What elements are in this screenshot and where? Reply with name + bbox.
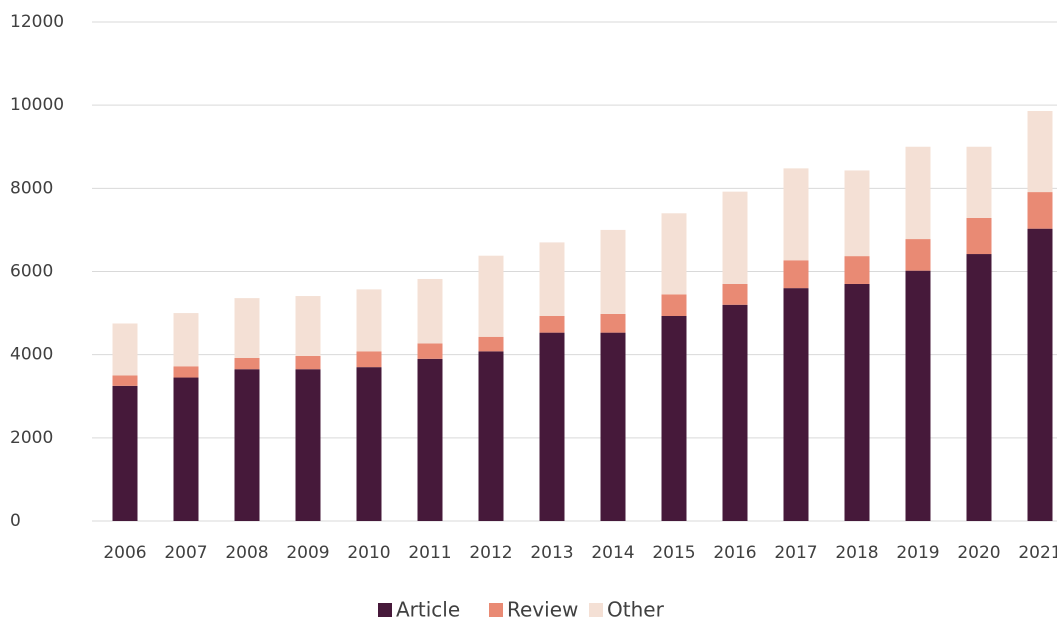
bar-segment [844,170,870,257]
bar-segment [600,229,626,314]
bar-segment [417,343,443,359]
legend-swatch [489,603,503,617]
bar-segment [722,283,748,305]
x-tick-label: 2009 [286,543,329,563]
y-tick-label: 0 [10,511,21,531]
bar-segment [173,313,199,367]
bar-segment [905,270,931,521]
bar-segment [356,351,382,368]
x-tick-label: 2014 [591,543,634,563]
x-tick-label: 2015 [652,543,695,563]
bar-segment [417,358,443,521]
legend-label: Review [507,598,578,622]
x-tick-label: 2019 [896,543,939,563]
bar-segment [966,254,992,521]
bar-segment [783,288,809,521]
bar-segment [722,191,748,284]
y-tick-label: 4000 [10,345,53,365]
x-tick-label: 2021 [1018,543,1057,563]
bar-segment [295,355,321,370]
bar-segment [661,315,687,521]
bar-segment [905,239,931,271]
x-tick-label: 2006 [103,543,146,563]
bar-segment [417,278,443,344]
bar-segment [600,313,626,333]
bar-segment [356,367,382,521]
bar-segment [234,298,260,358]
y-tick-label: 6000 [10,262,53,282]
bar-segment [112,385,138,521]
bar-segment [844,256,870,284]
bar-segment [905,146,931,240]
bar-segment [661,213,687,295]
x-tick-label: 2008 [225,543,268,563]
x-tick-label: 2011 [408,543,451,563]
bar-segment [173,366,199,378]
bar-segment [722,304,748,521]
y-tick-label: 12000 [10,12,64,32]
bar-segment [295,296,321,356]
bar-segment [966,146,992,218]
bar-segment [173,377,199,521]
bar-segment [356,289,382,352]
bar-segment [661,294,687,316]
x-tick-label: 2017 [774,543,817,563]
x-tick-label: 2013 [530,543,573,563]
bar-segment [1027,228,1053,521]
bar-segment [539,315,565,333]
y-tick-label: 2000 [10,428,53,448]
y-tick-label: 8000 [10,178,53,198]
bar-segment [478,336,504,352]
bar-segment [844,283,870,521]
bar-segment [1027,110,1053,193]
x-tick-label: 2010 [347,543,390,563]
bar-segment [234,357,260,370]
bar-segment [112,323,138,376]
x-tick-label: 2012 [469,543,512,563]
bar-segment [539,332,565,521]
bar-segment [295,369,321,521]
bar-segment [478,351,504,521]
bar-segment [783,168,809,261]
legend-swatch [589,603,603,617]
x-tick-label: 2007 [164,543,207,563]
bar-segment [478,255,504,337]
bar-segment [539,242,565,316]
legend-label: Other [607,598,665,622]
legend-swatch [378,603,392,617]
bar-segment [234,369,260,521]
x-tick-label: 2020 [957,543,1000,563]
bar-segment [112,375,138,386]
y-tick-label: 10000 [10,95,64,115]
bar-segment [600,332,626,521]
bar-segment [783,260,809,289]
x-tick-label: 2018 [835,543,878,563]
x-tick-label: 2016 [713,543,756,563]
bar-segment [1027,192,1053,229]
bar-segment [966,217,992,255]
legend-label: Article [396,598,460,622]
